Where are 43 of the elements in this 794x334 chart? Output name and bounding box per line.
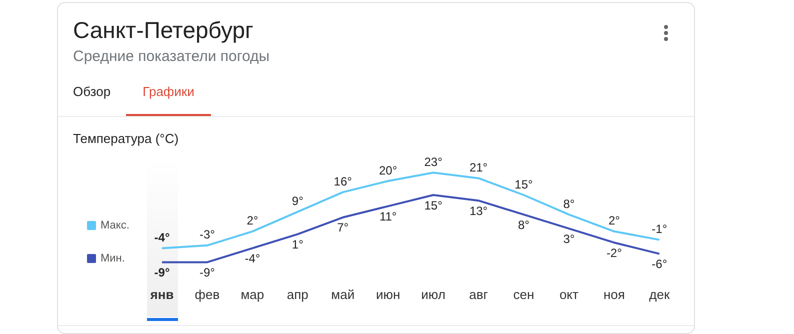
- x-tick-label: дек: [649, 286, 670, 302]
- data-label: 8°: [563, 196, 575, 211]
- data-label: 15°: [424, 198, 443, 212]
- data-label: -4°: [244, 252, 260, 266]
- data-label: 3°: [563, 232, 575, 246]
- data-label: 21°: [469, 160, 488, 175]
- data-label: 7°: [337, 220, 349, 235]
- x-tick-label: мар: [240, 286, 264, 302]
- data-label: 8°: [518, 218, 530, 232]
- data-label: -2°: [606, 246, 622, 260]
- x-tick-label: авг: [469, 286, 488, 302]
- x-tick-label: апр: [286, 286, 308, 302]
- data-label: -1°: [652, 222, 668, 236]
- data-label: -3°: [199, 228, 216, 242]
- x-tick-label: май: [331, 286, 355, 302]
- x-tick-label: окт: [559, 286, 579, 302]
- x-tick-label: фев: [194, 286, 220, 302]
- data-label: 13°: [469, 204, 488, 218]
- data-label: 2°: [246, 214, 258, 228]
- data-label: -6°: [652, 257, 668, 272]
- data-label: -9°: [199, 266, 216, 280]
- data-label: 15°: [514, 177, 534, 192]
- data-label: 2°: [608, 214, 620, 228]
- x-tick-label: июн: [376, 286, 400, 302]
- data-label: -4°: [154, 230, 170, 245]
- text: Обзор: [73, 84, 111, 99]
- text: Графики: [142, 84, 196, 99]
- data-label: 20°: [379, 163, 398, 178]
- x-tick-label: сен: [513, 286, 534, 302]
- data-label: 1°: [292, 238, 304, 252]
- data-label: 11°: [379, 210, 397, 224]
- data-label: 9°: [292, 194, 304, 208]
- chart-subtitle: Средние показатели погоды: [73, 48, 270, 65]
- x-tick-label: июл: [421, 286, 446, 302]
- data-label: 23°: [424, 154, 443, 169]
- text: Температура (°C): [73, 131, 179, 146]
- legend-label: Макс.: [100, 220, 130, 232]
- legend-label: Мин.: [100, 252, 125, 265]
- x-tick-label: ноя: [603, 286, 625, 302]
- x-tick-label: янв: [150, 286, 174, 302]
- data-label: 16°: [334, 174, 352, 189]
- data-label: -9°: [154, 266, 170, 280]
- chart-title: Санкт-Петербург: [73, 17, 254, 44]
